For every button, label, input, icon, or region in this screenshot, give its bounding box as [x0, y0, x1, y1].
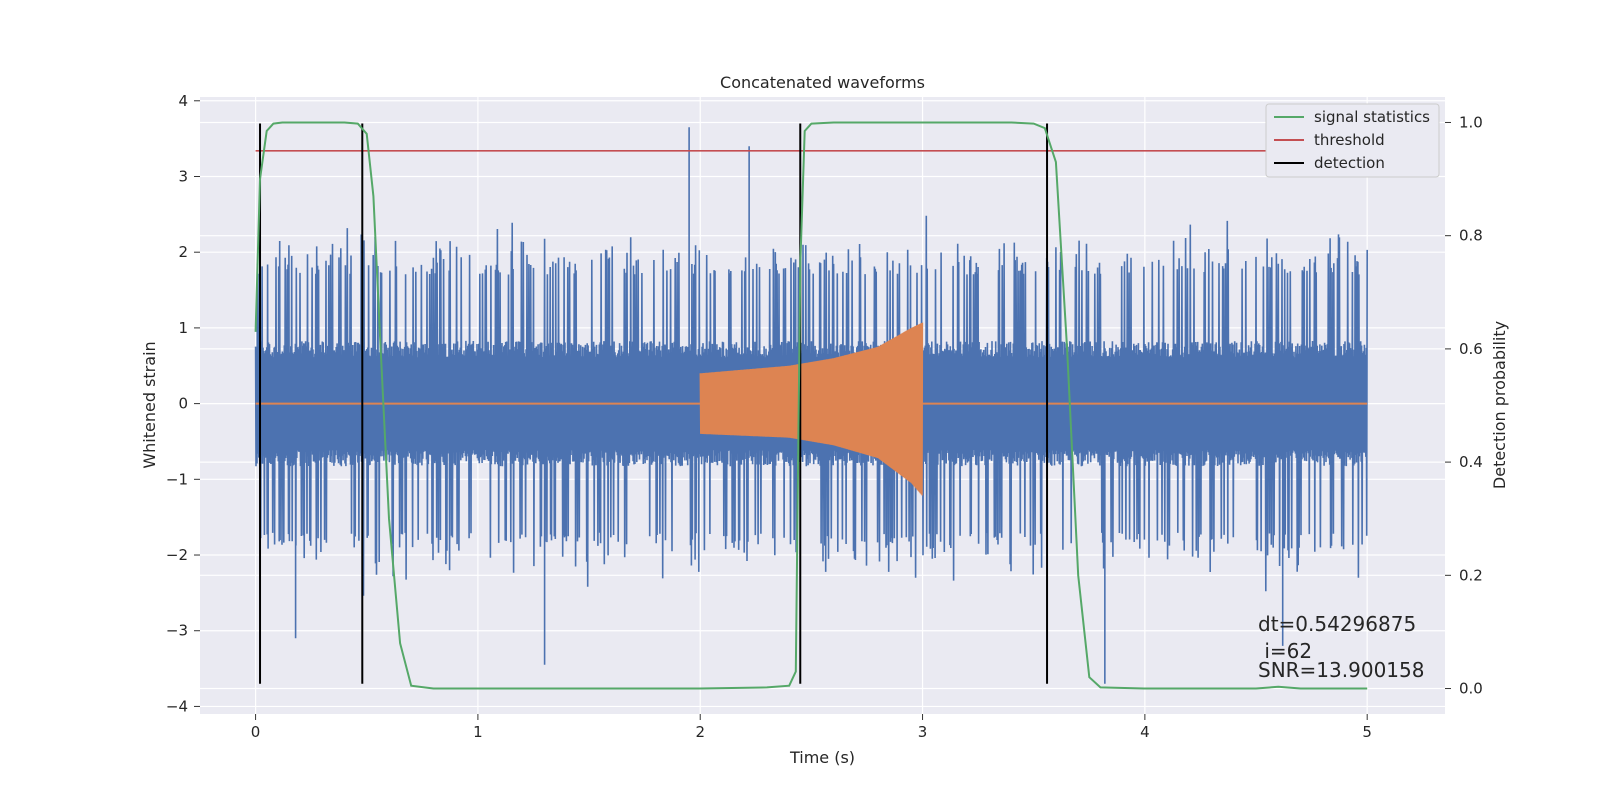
y-tick-label: 1 [178, 319, 188, 337]
y2-tick-label: 0.8 [1459, 227, 1483, 245]
y-tick-label: 4 [178, 92, 188, 110]
y2-axis-label: Detection probability [1490, 321, 1509, 489]
x-tick-label: 4 [1140, 723, 1150, 741]
y-tick-label: −2 [166, 546, 188, 564]
legend: signal statistics threshold detection [1265, 103, 1440, 178]
y2-tick-label: 0.6 [1459, 340, 1483, 358]
legend-box [1265, 103, 1440, 178]
x-tick-label: 0 [251, 723, 261, 741]
x-tick-label: 3 [918, 723, 928, 741]
chart-title: Concatenated waveforms [720, 73, 925, 92]
strain-trace [254, 215, 1368, 596]
annotation-index: i=62 [1258, 639, 1312, 663]
y-axis-label: Whitened strain [140, 341, 159, 468]
y2-tick-label: 1.0 [1459, 113, 1483, 131]
template-chirp [699, 322, 924, 496]
legend-label-threshold: threshold [1314, 131, 1385, 149]
y-tick-label: −4 [166, 697, 188, 715]
y-tick-label: −3 [166, 622, 188, 640]
x-tick-label: 1 [473, 723, 483, 741]
legend-label-detection: detection [1314, 154, 1385, 172]
x-tick-label: 5 [1362, 723, 1372, 741]
injected-waveform-series [255, 322, 1368, 496]
y-tick-label: 3 [178, 167, 188, 185]
y2-tick-label: 0.2 [1459, 566, 1483, 584]
x-tick-label: 2 [695, 723, 705, 741]
whitened-strain-series [254, 127, 1368, 684]
signal-statistics-line [254, 121, 1368, 690]
y2-tick-label: 0.0 [1459, 680, 1483, 698]
probability-overlay [254, 121, 1379, 690]
y-tick-label: −1 [166, 470, 188, 488]
tick-labels: 0 1 2 3 4 5 4 3 2 1 0 −1 −2 −3 −4 1.0 0.8 0.6 0.4 0.2 0.0 [166, 92, 1483, 741]
annotation-dt: dt=0.54296875 [1258, 612, 1416, 636]
y-tick-label: 2 [178, 243, 188, 261]
annotation-snr: SNR=13.900158 [1258, 658, 1424, 682]
y-tick-label: 0 [178, 395, 188, 413]
legend-label-signal-statistics: signal statistics [1314, 108, 1430, 126]
x-axis-label: Time (s) [789, 748, 855, 767]
y2-tick-label: 0.4 [1459, 453, 1483, 471]
